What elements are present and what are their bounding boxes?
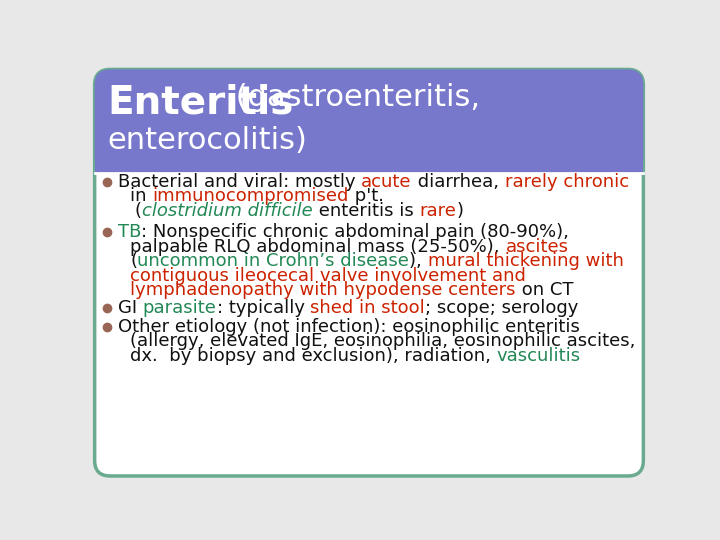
- Text: (allergy, elevated IgE, eosinophilia, eosinophilic ascites,: (allergy, elevated IgE, eosinophilia, eo…: [130, 332, 636, 350]
- Text: acute: acute: [361, 173, 412, 191]
- Bar: [94, 150, 644, 173]
- FancyBboxPatch shape: [94, 70, 644, 173]
- Text: enterocolitis): enterocolitis): [107, 126, 307, 156]
- Text: rarely chronic: rarely chronic: [505, 173, 629, 191]
- Text: ; scope; serology: ; scope; serology: [425, 299, 579, 317]
- FancyBboxPatch shape: [94, 70, 644, 476]
- Text: : Nonspecific chronic abdominal pain (80-90%),: : Nonspecific chronic abdominal pain (80…: [141, 223, 569, 241]
- Text: ascites: ascites: [505, 238, 569, 255]
- Text: (gastroenteritis,: (gastroenteritis,: [225, 83, 480, 112]
- Text: : typically: : typically: [217, 299, 310, 317]
- Text: GI: GI: [118, 299, 143, 317]
- Text: contiguous ileocecal valve involvement and: contiguous ileocecal valve involvement a…: [130, 267, 526, 285]
- Text: vasculitis: vasculitis: [497, 347, 581, 365]
- Text: mural thickening with: mural thickening with: [428, 252, 624, 270]
- Text: TB: TB: [118, 223, 141, 241]
- Text: ): ): [456, 202, 463, 220]
- Text: diarrhea,: diarrhea,: [412, 173, 505, 191]
- Text: lymphadenopathy with hypodense centers: lymphadenopathy with hypodense centers: [130, 281, 516, 299]
- Text: Other etiology (not infection): eosinophilic enteritis: Other etiology (not infection): eosinoph…: [118, 318, 580, 335]
- Text: (: (: [135, 202, 142, 220]
- Text: enteritis is: enteritis is: [312, 202, 419, 220]
- Text: (: (: [130, 252, 138, 270]
- Text: in: in: [130, 187, 153, 205]
- Text: rare: rare: [419, 202, 456, 220]
- Text: immunocompromised: immunocompromised: [153, 187, 349, 205]
- Text: Enteritis: Enteritis: [107, 83, 294, 122]
- Text: on CT: on CT: [516, 281, 573, 299]
- Text: shed in stool: shed in stool: [310, 299, 425, 317]
- Text: clostridium difficile: clostridium difficile: [142, 202, 312, 220]
- Text: ),: ),: [409, 252, 428, 270]
- Text: parasite: parasite: [143, 299, 217, 317]
- Text: p't.: p't.: [349, 187, 384, 205]
- Text: uncommon in Crohn’s disease: uncommon in Crohn’s disease: [138, 252, 409, 270]
- Text: Bacterial and viral: mostly: Bacterial and viral: mostly: [118, 173, 361, 191]
- Text: dx.  by biopsy and exclusion), radiation,: dx. by biopsy and exclusion), radiation,: [130, 347, 497, 365]
- Text: palpable RLQ abdominal mass (25-50%),: palpable RLQ abdominal mass (25-50%),: [130, 238, 505, 255]
